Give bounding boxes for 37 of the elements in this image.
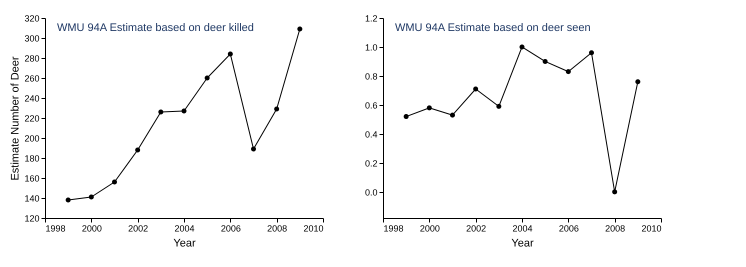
x-tick-label: 2008 bbox=[267, 224, 288, 234]
y-axis-title: Estimate Number of Deer bbox=[9, 56, 22, 181]
y-tick-label: 0.4 bbox=[364, 129, 378, 140]
x-tick-label: 2000 bbox=[420, 224, 440, 234]
y-tick-label: 0.0 bbox=[364, 187, 378, 198]
y-tick-label: 280 bbox=[24, 54, 40, 64]
x-tick-label: 1998 bbox=[384, 224, 404, 234]
x-tick-label: 2008 bbox=[605, 224, 626, 234]
y-tick-label: 0.8 bbox=[364, 71, 378, 82]
x-tick-label: 2004 bbox=[174, 224, 195, 234]
y-tick-label: 240 bbox=[24, 94, 40, 104]
x-tick-label: 2010 bbox=[641, 224, 662, 234]
y-tick-label: 300 bbox=[24, 34, 40, 44]
y-tick-label: 320 bbox=[24, 14, 40, 24]
chart-title: WMU 94A Estimate based on deer seen bbox=[395, 22, 591, 34]
x-tick-label: 2002 bbox=[466, 224, 486, 234]
x-tick-label: 2002 bbox=[128, 224, 148, 234]
y-tick-label: 120 bbox=[24, 214, 40, 224]
x-tick-label: 2006 bbox=[220, 224, 241, 234]
chart-title: WMU 94A Estimate based on deer killed bbox=[57, 22, 254, 34]
x-tick-label: 2006 bbox=[558, 224, 579, 234]
x-tick-label: 2010 bbox=[303, 224, 324, 234]
y-tick-label: 260 bbox=[24, 74, 40, 84]
x-tick-label: 1998 bbox=[46, 224, 66, 234]
x-axis-title: Year bbox=[173, 238, 196, 250]
y-tick-label: 140 bbox=[24, 194, 40, 204]
y-tick-label: 200 bbox=[24, 134, 40, 144]
x-tick-label: 2000 bbox=[82, 224, 102, 234]
y-tick-label: 1.0 bbox=[364, 42, 378, 52]
y-tick-label: 1.2 bbox=[364, 14, 378, 24]
x-tick-label: 2004 bbox=[512, 224, 533, 234]
y-tick-label: 0.2 bbox=[364, 158, 378, 168]
y-tick-label: 160 bbox=[24, 174, 40, 184]
y-tick-label: 180 bbox=[24, 154, 40, 164]
y-tick-label: 0.6 bbox=[364, 100, 378, 110]
y-tick-label: 220 bbox=[24, 114, 40, 124]
x-axis-title: Year bbox=[511, 238, 534, 250]
